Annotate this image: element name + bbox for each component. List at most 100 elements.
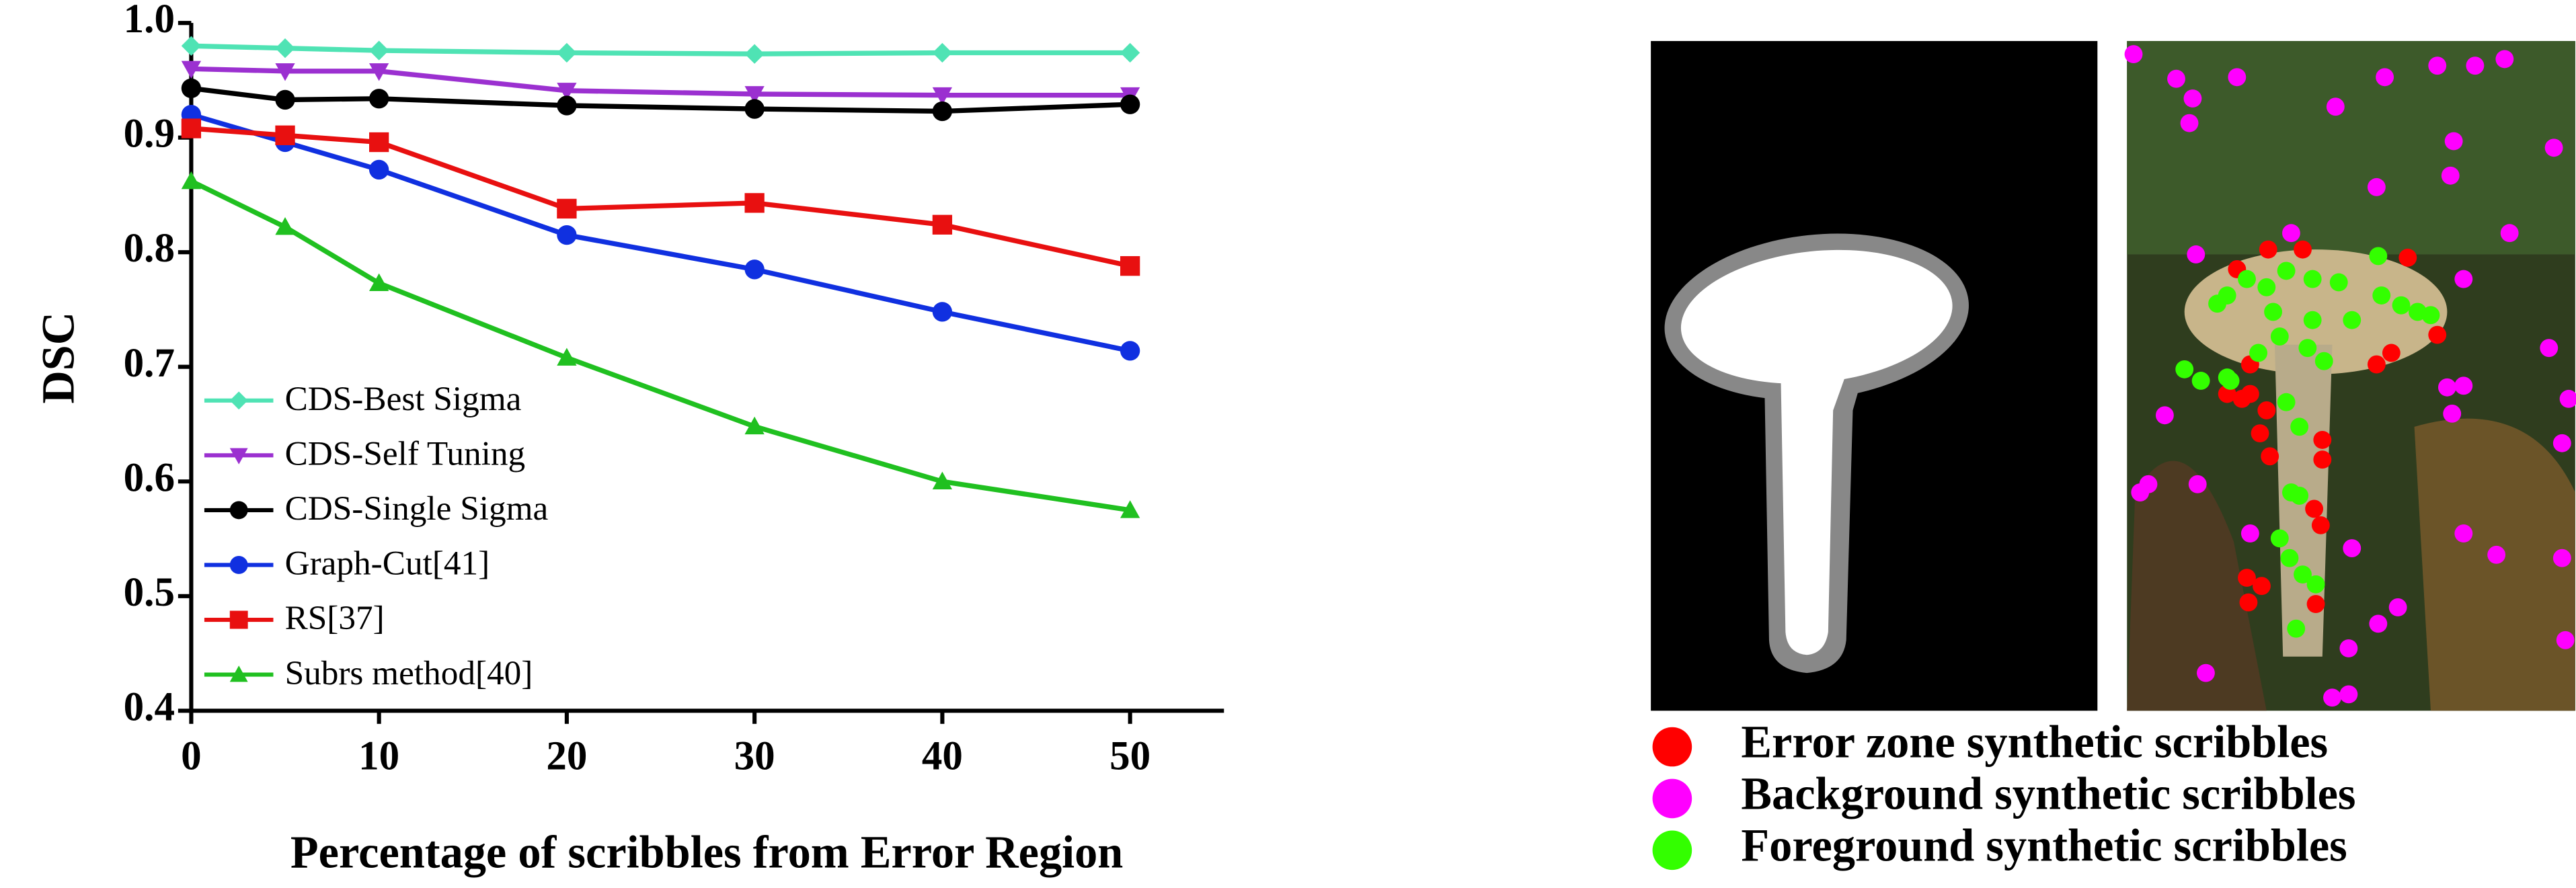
scribble-dot bbox=[2421, 306, 2440, 325]
scribble-dot bbox=[2270, 327, 2289, 346]
y-tick-label: 0.5 bbox=[124, 570, 175, 615]
marker bbox=[557, 42, 577, 63]
marker bbox=[368, 89, 389, 109]
scribble-dot bbox=[2270, 529, 2289, 548]
scribble-dot bbox=[2495, 50, 2514, 69]
scribble-dot bbox=[2303, 270, 2322, 288]
legend-marker bbox=[229, 448, 248, 465]
scribble-dot bbox=[2253, 577, 2271, 596]
scribble-dot bbox=[2339, 639, 2358, 657]
scribble-dot bbox=[2259, 240, 2277, 259]
marker bbox=[275, 63, 295, 81]
legend-marker bbox=[229, 665, 248, 682]
figure-legend-label: Foreground synthetic scribbles bbox=[1741, 820, 2347, 871]
scribble-dot bbox=[2323, 688, 2341, 707]
scribble-dot bbox=[2369, 247, 2388, 266]
marker bbox=[557, 198, 577, 219]
scribble-dot bbox=[2261, 447, 2279, 466]
scribble-dot bbox=[2313, 430, 2332, 449]
marker bbox=[181, 78, 202, 99]
scribble-dot bbox=[2249, 344, 2268, 362]
scribble-dot bbox=[2367, 355, 2386, 374]
marker bbox=[744, 86, 765, 104]
scribble-dot bbox=[2454, 376, 2473, 395]
scribble-dot bbox=[2240, 524, 2259, 543]
scribble-dot bbox=[2454, 524, 2473, 543]
marker bbox=[368, 63, 389, 81]
marker bbox=[275, 217, 295, 235]
scribble-dot bbox=[2369, 614, 2388, 633]
legend-label: RS[37] bbox=[285, 599, 385, 637]
x-axis-title: Percentage of scribbles from Error Regio… bbox=[290, 826, 1123, 877]
legend-marker bbox=[229, 610, 248, 629]
marker bbox=[275, 125, 295, 145]
scribble-dot bbox=[2306, 595, 2325, 614]
figure-legend-label: Error zone synthetic scribbles bbox=[1741, 717, 2328, 768]
marker bbox=[368, 132, 389, 153]
scribble-dot bbox=[2131, 483, 2150, 501]
marker bbox=[932, 214, 953, 235]
series-line bbox=[191, 43, 1130, 56]
marker bbox=[557, 95, 577, 116]
scribble-dot bbox=[2290, 486, 2309, 505]
legend-label: CDS-Best Sigma bbox=[285, 380, 522, 418]
scribble-dot bbox=[2294, 565, 2312, 584]
scribble-dot bbox=[2454, 270, 2473, 288]
scribble-dot bbox=[2191, 372, 2210, 390]
scribble-dot bbox=[2294, 240, 2312, 259]
scribble-dot bbox=[2239, 593, 2258, 612]
scribble-dot bbox=[2443, 404, 2462, 423]
y-tick-label: 0.7 bbox=[124, 341, 175, 386]
series-line bbox=[191, 126, 1131, 269]
scribble-dot bbox=[2281, 224, 2300, 243]
x-tick-label: 0 bbox=[181, 734, 202, 779]
marker bbox=[932, 471, 953, 489]
scribble-dot bbox=[2218, 286, 2236, 305]
figure-legend-label: Background synthetic scribbles bbox=[1741, 768, 2355, 819]
marker bbox=[275, 38, 295, 58]
scribble-dot bbox=[2264, 302, 2282, 321]
marker bbox=[557, 348, 577, 366]
marker bbox=[557, 83, 577, 101]
scribble-dot bbox=[2228, 68, 2247, 87]
scribble-dot bbox=[2277, 393, 2296, 411]
marker bbox=[932, 87, 953, 106]
scribble-dot bbox=[2428, 56, 2447, 75]
legend-label: CDS-Self Tuning bbox=[285, 435, 526, 473]
scribble-dot bbox=[2544, 138, 2563, 157]
scribble-dot bbox=[2343, 311, 2362, 329]
scribble-dot bbox=[2183, 89, 2202, 108]
scribble-dot bbox=[2339, 685, 2358, 704]
marker bbox=[368, 273, 389, 291]
scribble-dot bbox=[2290, 417, 2309, 436]
y-tick-label: 1.0 bbox=[124, 0, 175, 42]
scribble-dot bbox=[2238, 270, 2256, 288]
scribble-dot bbox=[2187, 245, 2206, 264]
scribble-dot bbox=[2313, 450, 2332, 469]
y-axis-title: DSC bbox=[33, 312, 84, 404]
scribble-dot bbox=[2343, 539, 2362, 557]
marker bbox=[1120, 256, 1140, 276]
x-tick-label: 50 bbox=[1109, 734, 1150, 779]
marker bbox=[368, 159, 389, 180]
scribble-dot bbox=[2382, 344, 2401, 362]
y-tick-label: 0.4 bbox=[124, 684, 175, 729]
scribble-dot bbox=[2305, 499, 2324, 518]
scribble-dot bbox=[2392, 296, 2411, 315]
marker bbox=[275, 89, 295, 110]
scribble-dot bbox=[2552, 434, 2571, 452]
legend-label: Subrs method[40] bbox=[285, 654, 533, 692]
scribble-dot bbox=[2251, 424, 2269, 443]
scribble-dot bbox=[2257, 278, 2276, 296]
marker bbox=[181, 171, 202, 190]
x-tick-label: 40 bbox=[922, 734, 963, 779]
marker bbox=[1120, 42, 1140, 63]
legend-label: CDS-Single Sigma bbox=[285, 489, 549, 528]
scribble-dot bbox=[2303, 311, 2322, 329]
marker bbox=[932, 101, 953, 122]
series-line bbox=[191, 66, 1130, 98]
scribble-dot bbox=[2306, 575, 2325, 594]
scribble-dot bbox=[2388, 598, 2407, 616]
scribble-dot bbox=[2257, 401, 2276, 419]
scribble-dot bbox=[2167, 69, 2185, 88]
